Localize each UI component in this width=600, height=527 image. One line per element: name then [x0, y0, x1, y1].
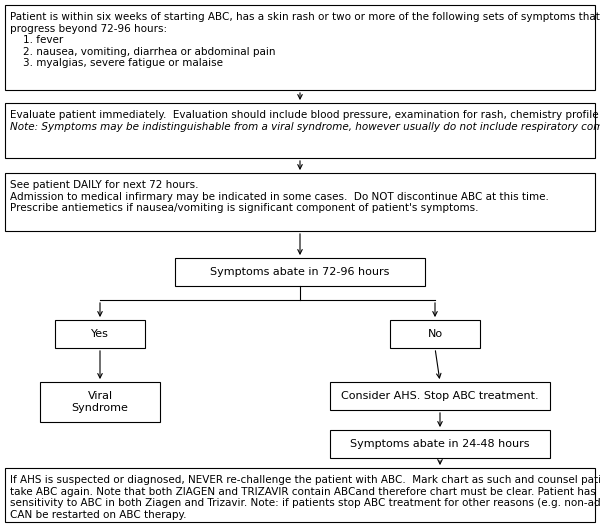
- Bar: [5, 173, 595, 231]
- Text: Admission to medical infirmary may be indicated in some cases.  Do NOT discontin: Admission to medical infirmary may be in…: [10, 192, 549, 202]
- Text: See patient DAILY for next 72 hours.: See patient DAILY for next 72 hours.: [10, 180, 199, 190]
- Text: sensitivity to ABC in both Ziagen and Trizavir. Note: if patients stop ABC treat: sensitivity to ABC in both Ziagen and Tr…: [10, 498, 600, 508]
- Bar: [40, 382, 160, 422]
- Bar: [5, 468, 595, 522]
- Text: Evaluate patient immediately.  Evaluation should include blood pressure, examina: Evaluate patient immediately. Evaluation…: [10, 110, 600, 120]
- Text: Patient is within six weeks of starting ABC, has a skin rash or two or more of t: Patient is within six weeks of starting …: [10, 12, 600, 22]
- Text: Yes: Yes: [91, 329, 109, 339]
- Text: Prescribe antiemetics if nausea/vomiting is significant component of patient's s: Prescribe antiemetics if nausea/vomiting…: [10, 203, 479, 213]
- Text: If AHS is suspected or diagnosed, NEVER re-challenge the patient with ABC.  Mark: If AHS is suspected or diagnosed, NEVER …: [10, 475, 600, 485]
- Text: 2. nausea, vomiting, diarrhea or abdominal pain: 2. nausea, vomiting, diarrhea or abdomin…: [10, 47, 275, 57]
- Text: Consider AHS. Stop ABC treatment.: Consider AHS. Stop ABC treatment.: [341, 391, 539, 401]
- Text: No: No: [427, 329, 443, 339]
- Text: take ABC again. Note that both ZIAGEN and TRIZAVIR contain ABCand therefore char: take ABC again. Note that both ZIAGEN an…: [10, 486, 600, 496]
- Text: 1. fever: 1. fever: [10, 35, 63, 45]
- Text: Symptoms abate in 24-48 hours: Symptoms abate in 24-48 hours: [350, 439, 530, 449]
- Bar: [330, 382, 550, 410]
- Bar: [55, 320, 145, 348]
- Bar: [5, 5, 595, 90]
- Text: 3. myalgias, severe fatigue or malaise: 3. myalgias, severe fatigue or malaise: [10, 58, 223, 69]
- Bar: [175, 258, 425, 286]
- Bar: [5, 103, 595, 158]
- Bar: [330, 430, 550, 458]
- Text: CAN be restarted on ABC therapy.: CAN be restarted on ABC therapy.: [10, 510, 187, 520]
- Bar: [390, 320, 480, 348]
- Text: Symptoms abate in 72-96 hours: Symptoms abate in 72-96 hours: [211, 267, 389, 277]
- Text: Viral
Syndrome: Viral Syndrome: [71, 391, 128, 413]
- Text: Note: Symptoms may be indistinguishable from a viral syndrome, however usually d: Note: Symptoms may be indistinguishable …: [10, 122, 600, 132]
- Text: progress beyond 72-96 hours:: progress beyond 72-96 hours:: [10, 24, 167, 34]
